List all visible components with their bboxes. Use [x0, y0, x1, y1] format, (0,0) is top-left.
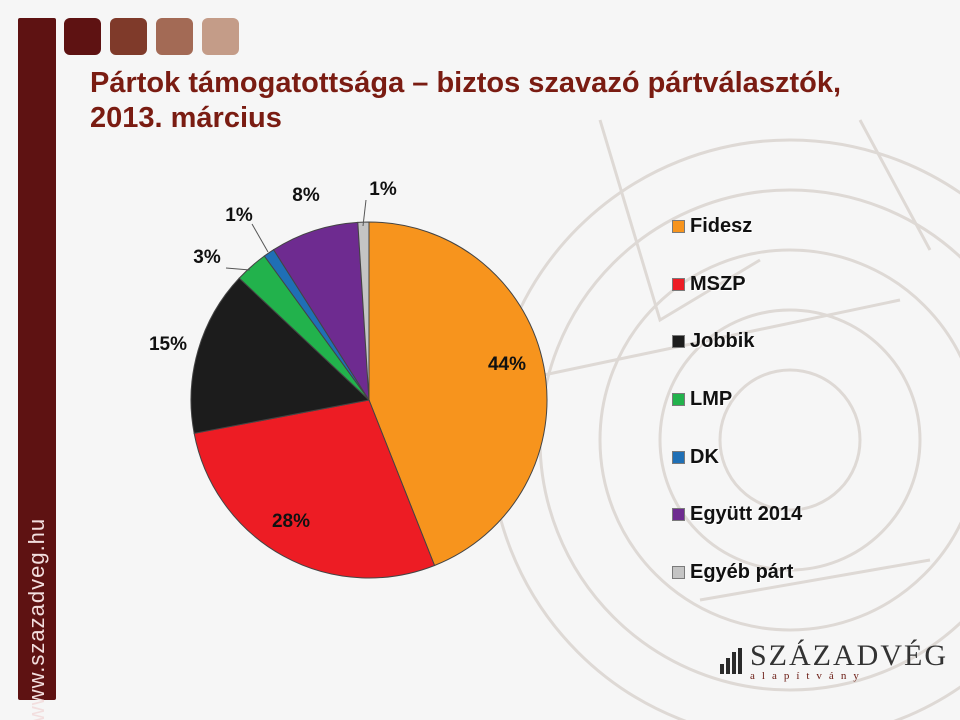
- legend-swatch: [672, 335, 685, 349]
- title-line-1: Pártok támogatottsága – biztos szavazó p…: [90, 67, 841, 99]
- data-label-egy-tt-2014: 8%: [292, 185, 320, 206]
- legend-label: LMP: [690, 388, 733, 411]
- slide-title: Pártok támogatottsága – biztos szavazó p…: [90, 66, 910, 136]
- logo-main-text: SZÁZADVÉG: [750, 639, 948, 672]
- leader-line: [362, 199, 367, 227]
- legend-item: DK: [672, 428, 802, 486]
- legend-label: Egyéb párt: [690, 560, 794, 583]
- side-bar: [18, 18, 56, 700]
- legend-item: Jobbik: [672, 313, 802, 371]
- legend-item: LMP: [672, 371, 802, 429]
- legend-swatch: [672, 450, 685, 464]
- title-line-2: 2013. március: [90, 102, 282, 134]
- legend-swatch: [672, 277, 685, 291]
- legend-label: Jobbik: [690, 330, 755, 353]
- legend-item: Együtt 2014: [672, 486, 802, 544]
- data-label-dk: 1%: [225, 205, 253, 226]
- logo-sub-text: alapítvány: [750, 670, 866, 682]
- data-label-jobbik: 15%: [149, 334, 187, 355]
- data-label-fidesz: 44%: [488, 354, 526, 375]
- szazadveg-logo: SZÁZADVÉG alapítvány: [720, 640, 948, 682]
- header-square: [110, 18, 147, 55]
- legend-swatch: [672, 565, 685, 579]
- data-label-egy-b-p-rt: 1%: [369, 179, 397, 200]
- legend-item: Egyéb párt: [672, 544, 802, 602]
- data-label-lmp: 3%: [193, 247, 221, 268]
- header-square: [156, 18, 193, 55]
- chart-legend: Fidesz MSZP Jobbik LMP DK Együtt 2014 Egyéb pá…: [672, 198, 802, 601]
- pie-slice-jobbik: [190, 277, 371, 434]
- header-squares: [64, 18, 239, 55]
- pie-slice-mszp: [193, 399, 436, 579]
- legend-label: DK: [690, 445, 719, 468]
- legend-swatch: [672, 393, 685, 407]
- header-square: [64, 18, 101, 55]
- legend-label: Fidesz: [690, 215, 753, 238]
- legend-label: Együtt 2014: [690, 503, 803, 526]
- pie-slice-fidesz: [368, 221, 548, 567]
- leader-line: [251, 223, 269, 253]
- legend-label: MSZP: [690, 272, 746, 295]
- data-label-mszp: 28%: [272, 511, 310, 532]
- pie-slice-egy-tt-2014: [272, 221, 370, 401]
- legend-swatch: [672, 220, 685, 234]
- leader-line: [225, 267, 251, 271]
- legend-swatch: [672, 508, 685, 522]
- logo-bars-icon: [720, 648, 742, 674]
- legend-item: Fidesz: [672, 198, 802, 256]
- header-square: [202, 18, 239, 55]
- legend-item: MSZP: [672, 256, 802, 314]
